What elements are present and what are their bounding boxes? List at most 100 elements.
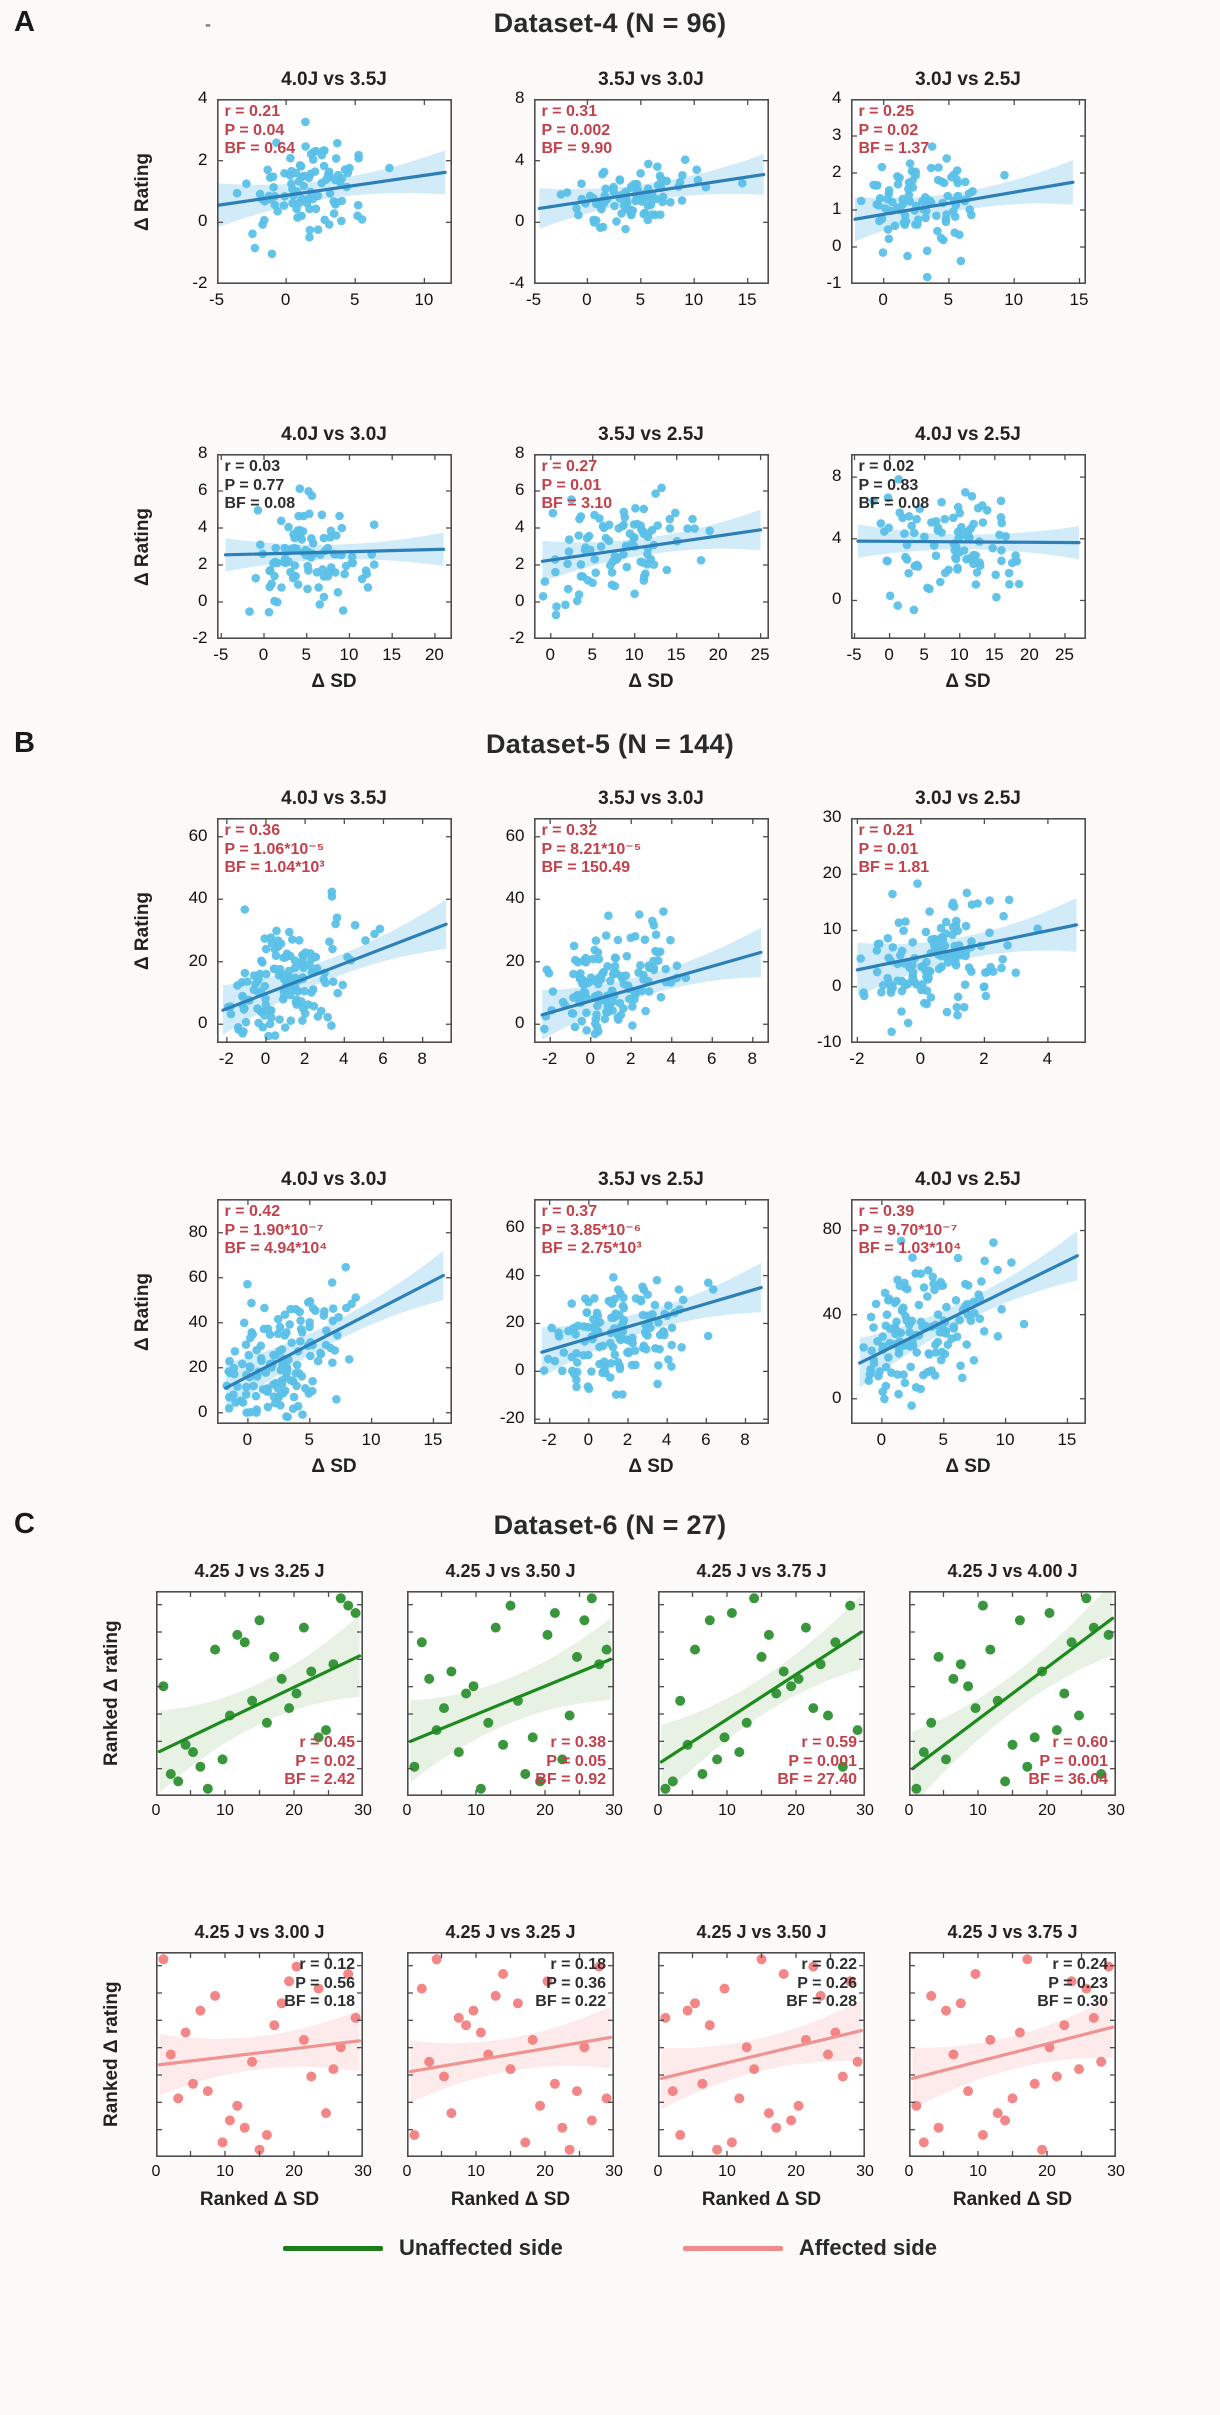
subplot: 4.0J vs 2.5J r = 0.39 P = 9.70*10⁻⁷ BF = 1.… [799, 1169, 1090, 1488]
scatter-point [291, 1688, 302, 1699]
x-tick-label: 0 [884, 645, 894, 664]
scatter-point [323, 169, 332, 179]
scatter-point [815, 1990, 826, 2001]
scatter-point [306, 1666, 317, 1677]
scatter-svg [658, 1952, 865, 2157]
scatter-point [964, 189, 973, 198]
y-tick-label: 4 [198, 516, 208, 536]
scatter-point [856, 196, 865, 206]
scatter-point [263, 1402, 272, 1412]
scatter-point [905, 1362, 915, 1372]
scatter-point [674, 1285, 683, 1294]
scatter-point [941, 1326, 950, 1336]
stats-block: r = 0.25 P = 0.02 BF = 1.37 [859, 103, 930, 159]
scatter-point [265, 173, 274, 182]
scatter-point [665, 197, 675, 207]
x-tick-label: 5 [919, 645, 929, 664]
scatter-point [319, 592, 328, 602]
y-tick-label: 0 [198, 211, 208, 231]
scatter-point [665, 935, 675, 945]
scatter-point [687, 514, 697, 524]
y-tick-label: 8 [832, 466, 842, 486]
scatter-point [603, 911, 613, 920]
scatter-point [689, 524, 699, 533]
scatter-point [608, 1273, 618, 1282]
scatter-point [620, 224, 630, 234]
plot-frame [216, 99, 452, 284]
x-tick-label: 10 [361, 1430, 381, 1449]
stat-line: BF = 0.28 [786, 1993, 857, 2011]
scatter-point [343, 1969, 354, 1979]
scatter-point [328, 1304, 337, 1313]
x-tick-label: 10 [995, 1430, 1015, 1449]
scatter-point [609, 188, 618, 197]
scatter-point [597, 969, 607, 978]
scatter-point [642, 560, 652, 569]
scatter-point [898, 1370, 908, 1379]
scatter-point [240, 968, 249, 978]
scatter-point [908, 968, 917, 977]
scatter-point [319, 161, 328, 171]
scatter-point [883, 934, 892, 943]
scatter-point [599, 167, 608, 177]
x-axis-label: Δ SD [945, 671, 991, 692]
stats-block: r = 0.45 P = 0.02 BF = 2.42 [284, 1734, 355, 1790]
scatter-point [327, 1358, 337, 1367]
scatter-point [935, 577, 945, 587]
scatter-point [304, 1322, 314, 1332]
scatter-point [991, 592, 1001, 602]
scatter-point [1022, 1761, 1033, 1772]
scatter-point [963, 1681, 974, 1692]
scatter-point [409, 1761, 420, 1772]
scatter-point [591, 1014, 600, 1024]
scatter-point [627, 539, 636, 548]
scatter-point [282, 949, 291, 958]
scatter-point [605, 1373, 614, 1382]
scatter-point [590, 568, 600, 577]
scatter-point [960, 488, 970, 497]
scatter-point [996, 513, 1005, 522]
scatter-point [610, 953, 620, 963]
scatter-point [635, 557, 645, 566]
stat-line: P = 0.02 [295, 1752, 355, 1770]
scatter-point [281, 1369, 291, 1378]
x-tick-label: 0 [876, 1430, 887, 1449]
scatter-point [559, 1348, 568, 1357]
x-tick-label: 10 [339, 645, 359, 664]
scatter-point [350, 1608, 361, 1618]
scatter-point [292, 1360, 301, 1370]
scatter-point [949, 1324, 958, 1333]
scatter-point [922, 246, 931, 256]
scatter-point [690, 1644, 700, 1655]
scatter-point [246, 1298, 256, 1308]
scatter-point [872, 181, 882, 190]
scatter-point [562, 559, 572, 569]
y-tick-label: 6 [515, 479, 525, 499]
stat-line: BF = 3.10 [541, 495, 613, 513]
scatter-point [892, 601, 902, 610]
scatter-point [678, 1295, 687, 1305]
scatter-point [907, 176, 917, 185]
scatter-point [248, 1381, 258, 1391]
scatter-point [916, 1317, 925, 1327]
scatter-point [929, 541, 938, 550]
scatter-point [551, 602, 561, 611]
plot-frame [156, 1952, 363, 2157]
scatter-point [1019, 1319, 1028, 1329]
scatter-point [330, 1346, 339, 1355]
scatter-point [299, 171, 308, 181]
plot-frame [533, 454, 769, 639]
scatter-point [873, 201, 883, 210]
scatter-point [573, 1321, 582, 1331]
scatter-point [548, 508, 557, 518]
scatter-point [906, 521, 916, 531]
scatter-point [624, 1336, 633, 1345]
scatter-point [273, 1314, 282, 1324]
y-tick-label: 40 [188, 1311, 208, 1331]
x-tick-label: 15 [984, 645, 1004, 664]
scatter-point [232, 981, 242, 990]
scatter-point [940, 514, 949, 524]
scatter-point [256, 1356, 266, 1365]
scatter-point [933, 1337, 942, 1347]
regression-line [659, 1630, 864, 1764]
